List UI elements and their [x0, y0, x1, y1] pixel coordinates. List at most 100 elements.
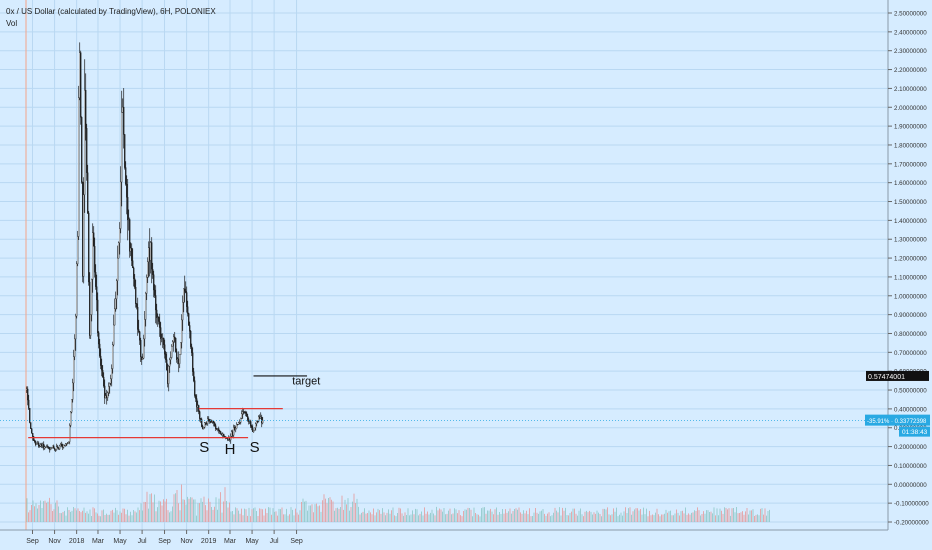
candle-body [108, 386, 110, 393]
candle-body [229, 438, 231, 441]
candle-body [139, 331, 141, 341]
candle-body [145, 293, 147, 320]
candle-body [127, 197, 129, 221]
target-price-badge [866, 370, 929, 381]
price-tick-label: 1.20000000 [894, 256, 927, 263]
price-tick-label: 1.50000000 [894, 199, 927, 206]
candle-body [27, 388, 29, 401]
candle-body [250, 421, 252, 427]
time-tick-label: 2019 [201, 538, 217, 545]
candle-body [219, 430, 221, 432]
candle-body [218, 428, 220, 431]
pattern-label: S [199, 439, 209, 456]
candle-body [178, 358, 180, 364]
candle-body [89, 281, 91, 336]
candle-body [77, 236, 79, 265]
candle-body [37, 442, 39, 444]
price-tick-label: 0.80000000 [894, 331, 927, 338]
time-tick-label: Nov [180, 538, 193, 545]
price-tick-label: -0.20000000 [894, 520, 929, 527]
target-label: target [292, 375, 320, 387]
candle-body [71, 399, 73, 413]
price-tick-label: 0.50000000 [894, 388, 927, 395]
candle-body [60, 444, 62, 447]
candle-body [167, 369, 169, 384]
candle-body [205, 422, 207, 424]
candle-body [252, 427, 254, 432]
candle-body [200, 418, 202, 420]
candle-body [142, 357, 144, 360]
candle-body [217, 428, 219, 430]
candle-body [34, 440, 36, 442]
candle-body [76, 263, 78, 317]
candle-body [113, 324, 115, 345]
candle-body [211, 421, 213, 423]
candle-body [160, 327, 162, 339]
candle-body [58, 447, 60, 449]
candle-body [158, 317, 160, 322]
candle-body [259, 416, 261, 419]
candle-body [85, 90, 87, 129]
candle-body [128, 219, 130, 221]
candle-body [235, 428, 237, 430]
price-tick-label: 1.00000000 [894, 293, 927, 300]
candle-body [202, 426, 204, 429]
candle-body [48, 447, 50, 449]
price-tick-label: 2.50000000 [894, 11, 927, 18]
price-tick-label: 2.40000000 [894, 29, 927, 36]
candle-body [130, 247, 132, 252]
candle-body [138, 329, 140, 332]
candle-body [195, 395, 197, 399]
candle-body [251, 426, 253, 428]
candle-body [98, 332, 100, 345]
symbol-title: 0x / US Dollar (calculated by TradingVie… [6, 7, 216, 16]
candle-body [231, 431, 233, 437]
candle-body [65, 443, 67, 446]
candle-body [126, 183, 128, 198]
candle-body [153, 274, 155, 291]
candle-body [140, 340, 142, 357]
candle-body [206, 422, 208, 424]
candle-body [99, 343, 101, 357]
candle-body [118, 242, 120, 259]
candle-body [253, 430, 255, 432]
candle-body [78, 97, 80, 237]
candle-body [199, 411, 201, 419]
price-tick-label: 1.90000000 [894, 124, 927, 131]
candle-body [86, 128, 88, 173]
candle-body [247, 416, 249, 421]
candle-body [157, 317, 159, 319]
candle-body [204, 422, 206, 428]
candle-body [226, 438, 228, 439]
candle-body [203, 426, 205, 429]
candle-body [69, 425, 71, 442]
candle-body [186, 292, 188, 307]
candle-body [64, 444, 66, 446]
candle-body [228, 438, 230, 440]
candle-body [214, 422, 216, 426]
candle-body [165, 354, 167, 360]
candle-body [258, 416, 260, 422]
time-tick-label: Mar [224, 538, 237, 545]
price-tick-label: 1.80000000 [894, 142, 927, 149]
candle-body [107, 392, 109, 398]
candle-body [152, 269, 154, 275]
price-tick-label: 0.20000000 [894, 444, 927, 451]
candle-body [100, 355, 102, 366]
candle-body [83, 194, 85, 277]
candle-body [52, 445, 54, 448]
candle-body [232, 431, 234, 436]
time-tick-label: May [245, 538, 259, 545]
candle-body [44, 446, 46, 449]
candle-body [147, 261, 149, 278]
candle-body [134, 278, 136, 288]
candle-body [187, 306, 189, 314]
candle-body [110, 378, 112, 384]
candle-body [161, 338, 163, 340]
candle-body [237, 424, 239, 425]
candle-body [159, 321, 161, 328]
pattern-label: S [250, 439, 260, 456]
candle-body [183, 288, 185, 303]
candle-body [254, 427, 256, 431]
